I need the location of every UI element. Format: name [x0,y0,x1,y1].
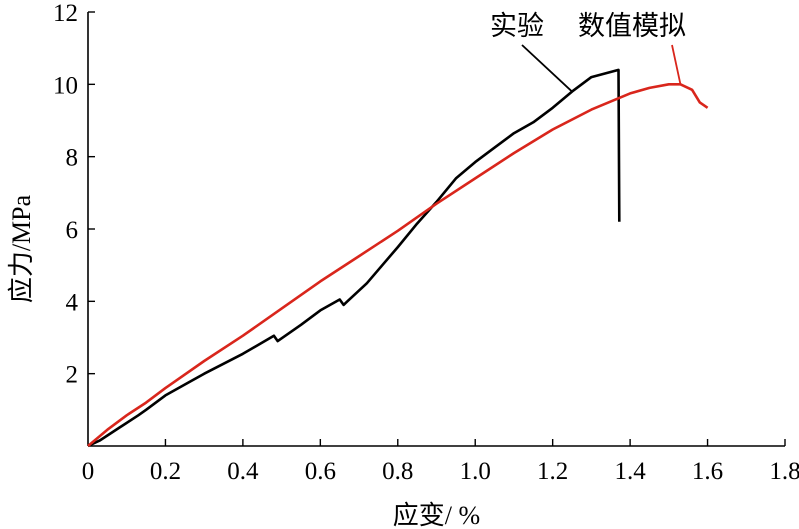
y-axis-title: 应力/MPa [7,194,36,303]
series-line-0 [87,68,621,448]
series-annotation-label: 数值模拟 [578,11,686,41]
y-tick-label: 6 [66,217,79,244]
y-tick-label: 8 [66,145,79,172]
x-tick-label: 1.6 [692,458,723,485]
x-ticks: 0 0.2 0.4 0.6 0.8 1.0 1.2 1.4 1.6 1.8 [82,439,799,485]
x-tick-label: 1.8 [769,458,799,485]
x-tick-label: 0.2 [150,458,181,485]
x-tick-label: 1.4 [614,458,646,485]
series-layer [87,68,709,448]
y-tick-label: 4 [66,289,79,316]
x-tick-label: 1.0 [460,458,491,485]
series-line-1 [87,83,709,447]
y-tick-label: 2 [66,362,79,389]
x-tick-label: 0 [82,458,95,485]
x-tick-label: 0.8 [382,458,413,485]
x-tick-label: 1.2 [537,458,568,485]
x-axis-title: 应变/ % [393,501,480,529]
annotation-layer: 实验 数值模拟 [490,11,686,93]
series-annotation-label: 实验 [490,11,544,41]
x-tick-label: 0.4 [227,458,259,485]
axes: 0 0.2 0.4 0.6 0.8 1.0 1.2 1.4 1.6 1.8 2 4 6 8 10 12 [53,0,799,485]
y-tick-label: 10 [53,72,78,99]
y-ticks: 2 4 6 8 10 12 [53,0,95,389]
y-tick-label: 12 [53,0,78,27]
x-tick-label: 0.6 [305,458,336,485]
annotation-leader [521,44,573,93]
annotation-leader [671,44,682,85]
